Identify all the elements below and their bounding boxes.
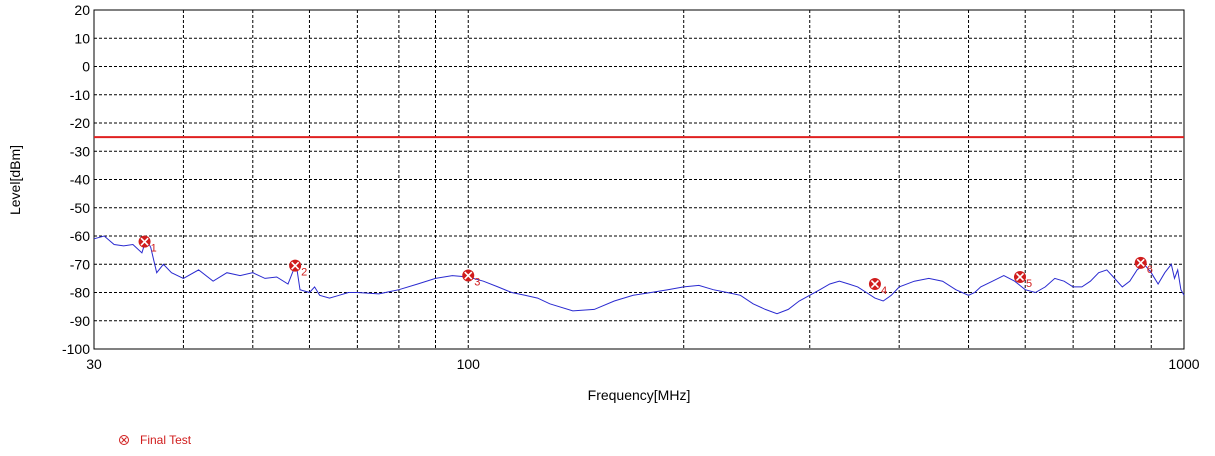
marker-5: 5 <box>1013 270 1032 290</box>
y-tick-label: 20 <box>74 2 90 18</box>
x-tick-label: 30 <box>86 356 102 372</box>
marker-number: 1 <box>151 243 157 255</box>
y-tick-labels: 20 10 0 -10 -20 -30 -40 -50 -60 -70 -80 -90 -100 <box>62 2 90 357</box>
marker-cross <box>1136 258 1145 267</box>
marker-number: 4 <box>881 285 887 297</box>
y-tick-label: -60 <box>70 228 90 244</box>
legend-icon-cross <box>121 437 127 443</box>
y-tick-label: -90 <box>70 313 90 329</box>
marker-4: 4 <box>868 278 887 297</box>
legend: Final Test <box>119 433 192 447</box>
marker-cross <box>870 279 880 289</box>
marker-number: 2 <box>301 267 307 279</box>
y-tick-label: -70 <box>70 256 90 272</box>
x-tick-labels: 30 100 1000 <box>86 356 1200 372</box>
legend-marker-icon <box>119 435 129 445</box>
marker-cross <box>140 237 149 246</box>
marker-number: 3 <box>474 277 480 289</box>
marker-cross <box>1015 272 1025 282</box>
marker-cross <box>291 261 300 270</box>
y-tick-label: -80 <box>70 285 90 301</box>
y-tick-label: 0 <box>82 59 90 75</box>
x-tick-label: 100 <box>457 356 481 372</box>
marker-2: 2 <box>289 259 307 279</box>
marker-number: 6 <box>1147 264 1153 276</box>
markers: 1 2 3 4 5 6 <box>138 235 1153 297</box>
marker-cross <box>464 271 473 280</box>
y-tick-label: -10 <box>70 87 90 103</box>
y-tick-label: -100 <box>62 341 90 357</box>
series-line <box>93 235 1185 315</box>
marker-3: 3 <box>462 269 480 289</box>
y-tick-label: -50 <box>70 200 90 216</box>
legend-icon-ring <box>119 435 129 445</box>
y-tick-label: 10 <box>74 30 90 46</box>
y-axis-title: Level[dBm] <box>7 145 23 215</box>
y-tick-label: -40 <box>70 172 90 188</box>
marker-1: 1 <box>138 235 157 255</box>
x-axis-title: Frequency[MHz] <box>588 387 691 403</box>
legend-label: Final Test <box>140 433 192 447</box>
marker-number: 5 <box>1026 278 1032 290</box>
x-tick-label: 1000 <box>1168 356 1199 372</box>
y-tick-label: -20 <box>70 115 90 131</box>
marker-6: 6 <box>1134 256 1153 276</box>
y-tick-label: -30 <box>70 143 90 159</box>
